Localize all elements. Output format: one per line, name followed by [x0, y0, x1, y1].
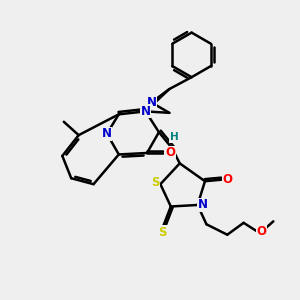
Text: N: N: [140, 105, 151, 118]
Text: O: O: [223, 173, 233, 186]
Text: S: S: [158, 226, 167, 239]
Text: N: N: [146, 96, 157, 109]
Text: O: O: [256, 225, 266, 238]
Text: N: N: [102, 127, 112, 140]
Text: N: N: [198, 199, 208, 212]
Text: O: O: [165, 146, 175, 160]
Text: H: H: [169, 132, 178, 142]
Text: S: S: [151, 176, 159, 189]
